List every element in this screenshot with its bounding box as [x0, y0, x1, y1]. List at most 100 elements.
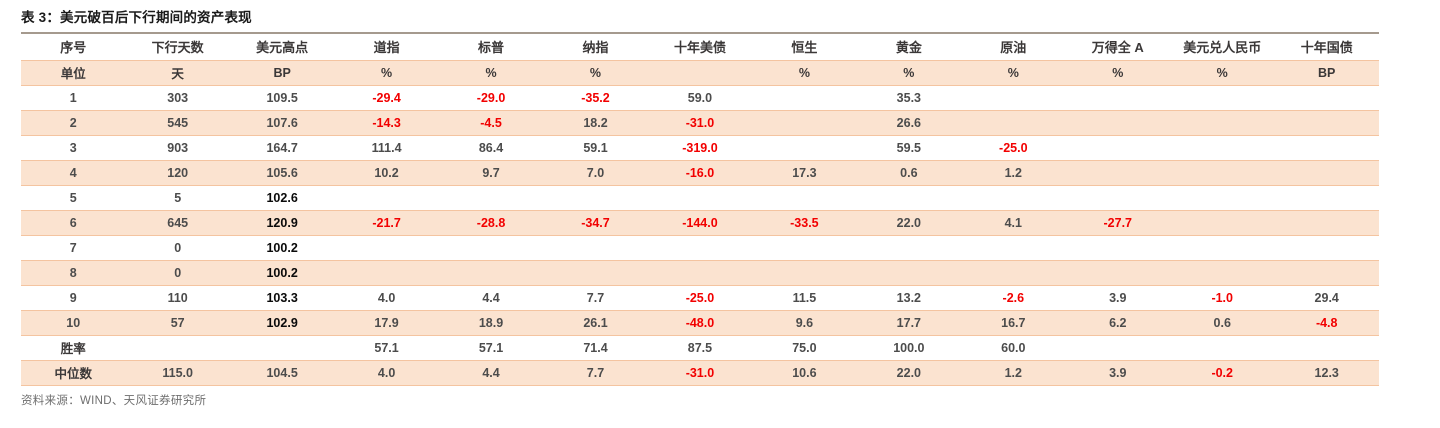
table-cell: 胜率 [21, 334, 126, 360]
table-cell [1169, 209, 1275, 235]
column-header: 黄金 [856, 33, 962, 60]
table-cell [543, 184, 648, 210]
report-table-section: 表 3：美元破百后下行期间的资产表现 序号 下行天数 美元高点 道指 标普 纳指 十年美债恒… [21, 10, 1379, 407]
table-row: 7 0 100.2 [21, 234, 1379, 260]
table-cell: -0.2 [1169, 359, 1275, 385]
table-cell [1169, 184, 1275, 210]
table-cell: 1.2 [961, 159, 1066, 185]
table-cell: 8 [21, 259, 126, 285]
table-cell: 17.3 [752, 159, 857, 185]
column-header: 恒生 [752, 33, 857, 60]
table-cell [1274, 134, 1379, 160]
table-cell [856, 259, 962, 285]
table-cell: -35.2 [543, 84, 648, 110]
table-cell [961, 184, 1066, 210]
table-cell: 7 [21, 234, 126, 260]
table-cell [961, 234, 1066, 260]
table-cell: 545 [125, 109, 230, 135]
table-row: 5 5 102.6 [21, 184, 1379, 210]
table-cell: 120 [125, 159, 230, 185]
table-cell: 103.3 [229, 284, 335, 310]
table-cell: 9 [21, 284, 126, 310]
table-cell: 7.7 [543, 359, 648, 385]
unit-cell [647, 59, 753, 85]
table-cell: 100.2 [229, 234, 335, 260]
table-cell: 87.5 [647, 334, 753, 360]
table-cell: 3.9 [1065, 284, 1170, 310]
unit-cell: % [543, 59, 648, 85]
table-cell [961, 259, 1066, 285]
table-cell [1065, 134, 1170, 160]
table-cell: 16.7 [961, 309, 1066, 335]
unit-cell: % [961, 59, 1066, 85]
column-header: 标普 [438, 33, 544, 60]
table-cell: -2.6 [961, 284, 1066, 310]
table-cell: 11.5 [752, 284, 857, 310]
unit-cell: 天 [125, 59, 230, 85]
table-cell: 59.5 [856, 134, 962, 160]
table-cell: 303 [125, 84, 230, 110]
table-cell [543, 259, 648, 285]
table-cell: 60.0 [961, 334, 1066, 360]
table-cell: 13.2 [856, 284, 962, 310]
table-cell: 115.0 [125, 359, 230, 385]
table-cell: 71.4 [543, 334, 648, 360]
table-cell: 9.7 [438, 159, 544, 185]
table-cell [752, 134, 857, 160]
column-header: 十年国债 [1274, 33, 1379, 60]
table-cell: 903 [125, 134, 230, 160]
table-cell [1169, 109, 1275, 135]
table-cell: 102.9 [229, 309, 335, 335]
table-cell [229, 334, 335, 360]
table-cell: 0 [125, 259, 230, 285]
table-cell: 1.2 [961, 359, 1066, 385]
table-row: 6 645 120.9 -21.7 -28.8 -34.7 -144.0 -33.5 22.0 4… [21, 209, 1379, 235]
table-cell [125, 334, 230, 360]
table-cell: 18.2 [543, 109, 648, 135]
table-cell: 29.4 [1274, 284, 1379, 310]
table-cell [647, 184, 753, 210]
table-cell: 10 [21, 309, 126, 335]
table-cell [1065, 159, 1170, 185]
table-cell: 26.1 [543, 309, 648, 335]
table-cell [1169, 134, 1275, 160]
unit-cell: BP [1274, 59, 1379, 85]
table-cell: 120.9 [229, 209, 335, 235]
table-cell: 6 [21, 209, 126, 235]
table-cell: 4.0 [334, 359, 439, 385]
table-cell [1274, 334, 1379, 360]
table-cell: -31.0 [647, 359, 753, 385]
table-cell: 35.3 [856, 84, 962, 110]
table-cell: 57.1 [334, 334, 439, 360]
table-cell: 4.1 [961, 209, 1066, 235]
table-row: 9 110 103.3 4.0 4.4 7.7 -25.0 11.5 13.2 -2.6 3.9 -1… [21, 284, 1379, 310]
table-cell: -25.0 [647, 284, 753, 310]
table-title: 表 3：美元破百后下行期间的资产表现 [21, 10, 252, 25]
table-cell [1169, 259, 1275, 285]
column-header: 美元兑人民币 [1169, 33, 1275, 60]
table-cell [1065, 259, 1170, 285]
table-cell: -21.7 [334, 209, 439, 235]
table-cell [1169, 234, 1275, 260]
table-cell [856, 184, 962, 210]
table-cell [752, 234, 857, 260]
unit-cell: % [1169, 59, 1275, 85]
table-cell: 0 [125, 234, 230, 260]
table-cell [438, 184, 544, 210]
table-cell [1274, 259, 1379, 285]
data-source-note: 资料来源：WIND、天风证券研究所 [21, 394, 207, 407]
table-cell [1065, 109, 1170, 135]
table-cell: 57 [125, 309, 230, 335]
table-cell: -144.0 [647, 209, 753, 235]
table-cell: -28.8 [438, 209, 544, 235]
column-header: 下行天数 [125, 33, 230, 60]
table-cell: -29.0 [438, 84, 544, 110]
table-cell: 12.3 [1274, 359, 1379, 385]
table-cell: 4.0 [334, 284, 439, 310]
unit-cell: % [334, 59, 439, 85]
table-cell [1169, 334, 1275, 360]
unit-cell: % [1065, 59, 1170, 85]
table-cell: -33.5 [752, 209, 857, 235]
column-header: 美元高点 [229, 33, 335, 60]
table-cell: 59.1 [543, 134, 648, 160]
